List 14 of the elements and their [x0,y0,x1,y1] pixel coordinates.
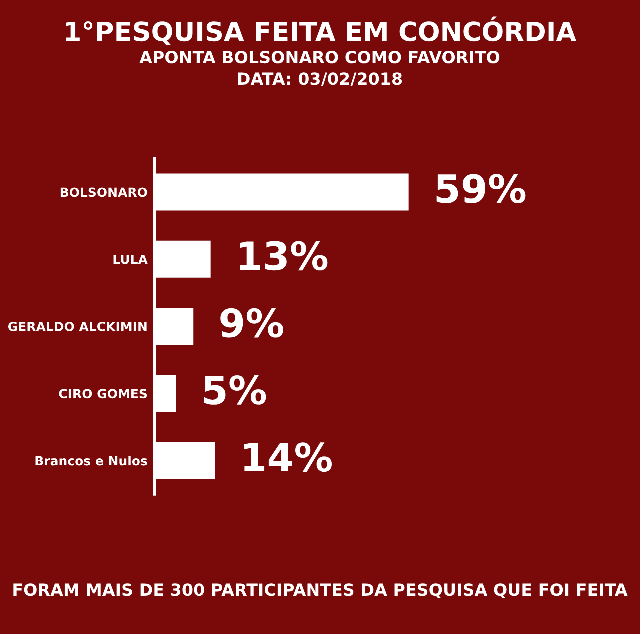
data-label: 14% [244,442,332,472]
data-label: 5% [204,376,266,405]
chart-title: 1°PESQUISA FEITA EM CONCÓRDIA [66,16,577,46]
data-label: 13% [240,241,328,271]
y-tick-label: LULA [114,255,148,264]
y-tick-label: Brancos e Nulos [36,456,148,466]
text: DATA: 03/02/2018 [238,72,402,87]
y-tick-label: BOLSONARO [60,188,148,198]
data-label: 9% [220,308,284,338]
y-tick-label: CIRO GOMES [59,389,148,399]
data-label: 59% [436,174,526,204]
chart-subtitle: APONTA BOLSONARO COMO FAVORITO [140,51,500,64]
y-tick-label: GERALDO ALCKIMIN [8,322,147,332]
text: FORAM MAIS DE 300 PARTICIPANTES DA PESQUISA QUE FOI FEITA [14,584,628,598]
